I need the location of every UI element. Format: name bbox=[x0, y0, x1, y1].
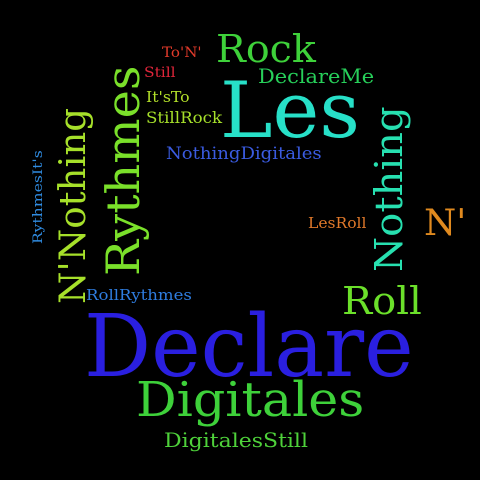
word-declareme: DeclareMe bbox=[258, 64, 375, 88]
word-roll: Roll bbox=[342, 279, 422, 323]
word-ton: To'N' bbox=[162, 45, 202, 61]
word-rollrythmes: RollRythmes bbox=[86, 286, 192, 304]
word-itsto: It'sTo bbox=[146, 88, 190, 106]
word-rock: Rock bbox=[216, 27, 316, 71]
word-stillrock: StillRock bbox=[146, 108, 223, 127]
word-digitalesstill: DigitalesStill bbox=[164, 428, 308, 452]
word-n: N' bbox=[424, 203, 467, 244]
word-digitales: Digitales bbox=[136, 372, 365, 428]
word-still: Still bbox=[144, 65, 176, 81]
word-nothingdigitales: NothingDigitales bbox=[166, 144, 322, 164]
word-n-nothing: N'Nothing bbox=[53, 107, 94, 304]
word-nothing: Nothing bbox=[367, 106, 411, 272]
word-rythmesits: RythmesIt's bbox=[31, 150, 46, 244]
word-rythmes: Rythmes bbox=[96, 65, 150, 277]
word-declare: Declare bbox=[84, 297, 414, 397]
word-lesroll: LesRoll bbox=[308, 214, 367, 232]
word-les: Les bbox=[220, 66, 360, 156]
